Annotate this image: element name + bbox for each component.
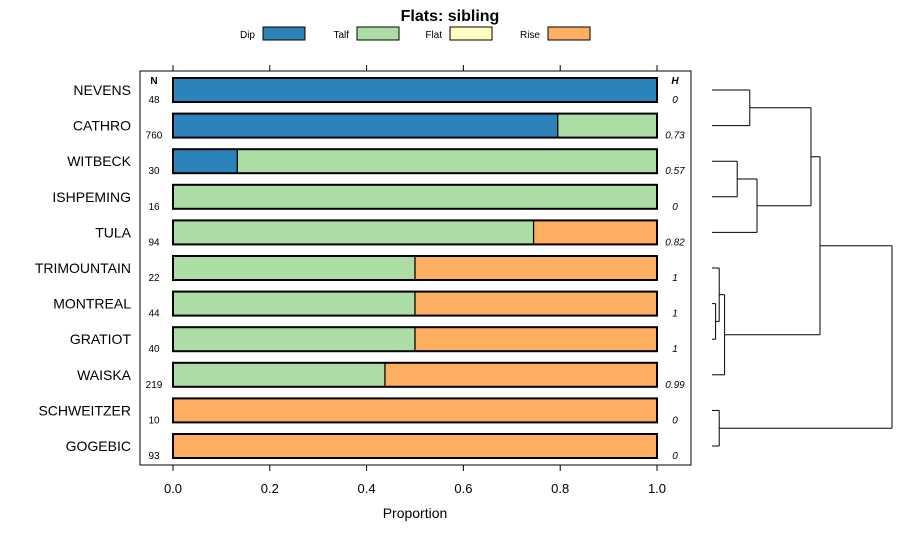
bar-ishpeming-talf <box>172 184 658 210</box>
h-value-montreal: 1 <box>672 309 678 320</box>
category-label-tula: TULA <box>95 224 131 240</box>
category-label-cathro: CATHRO <box>73 118 131 134</box>
n-value-schweitzer: 10 <box>148 415 160 426</box>
bar-cathro-talf <box>557 112 658 139</box>
plot-frame <box>139 70 692 466</box>
bar-trimountain-rise <box>414 255 658 281</box>
category-label-witbeck: WITBECK <box>67 153 131 169</box>
category-label-montreal: MONTREAL <box>53 296 131 312</box>
legend-swatch-rise <box>547 26 591 41</box>
bar-cathro-dip <box>172 112 559 139</box>
bar-trimountain-talf <box>172 255 416 281</box>
n-value-witbeck: 30 <box>148 166 160 177</box>
h-value-ishpeming: 0 <box>672 202 678 213</box>
n-header: N <box>150 76 157 87</box>
bar-nevens-dip <box>172 77 658 103</box>
legend-label-flat: Flat <box>425 30 442 41</box>
n-value-montreal: 44 <box>148 309 160 320</box>
category-label-trimountain: TRIMOUNTAIN <box>35 260 131 276</box>
x-tick-label: 0.2 <box>261 481 279 496</box>
category-label-gratiot: GRATIOT <box>70 331 132 347</box>
legend-label-rise: Rise <box>520 30 540 41</box>
x-axis-title: Proportion <box>383 505 448 521</box>
bar-outline-cathro <box>172 112 658 139</box>
h-value-cathro: 0.73 <box>665 131 685 142</box>
category-label-waiska: WAISKA <box>77 367 132 383</box>
bar-outline-witbeck <box>172 148 658 175</box>
n-value-gogebic: 93 <box>148 451 160 462</box>
bar-gogebic-rise <box>172 433 658 459</box>
bar-outline-nevens <box>172 77 658 103</box>
n-value-nevens: 48 <box>148 95 160 106</box>
h-value-gratiot: 1 <box>672 344 678 355</box>
n-value-tula: 94 <box>148 237 160 248</box>
n-value-trimountain: 22 <box>148 273 160 284</box>
bar-montreal-rise <box>414 291 658 317</box>
legend: Dip Talf Flat Rise <box>240 26 591 41</box>
n-value-gratiot: 40 <box>148 344 160 355</box>
bar-witbeck-talf <box>236 148 658 174</box>
legend-swatch-flat <box>449 26 493 41</box>
x-tick-label: 1.0 <box>648 481 666 496</box>
x-tick-label: 0.6 <box>454 481 472 496</box>
x-tick-label: 0.4 <box>358 481 376 496</box>
bar-gratiot-talf <box>172 326 416 352</box>
bar-witbeck-dip <box>172 148 238 174</box>
bar-schweitzer-rise <box>172 397 658 423</box>
x-axis: 0.0 0.2 0.4 0.6 0.8 1.0 <box>164 65 666 496</box>
bar-outline-waiska <box>172 361 658 388</box>
h-value-gogebic: 0 <box>672 451 678 462</box>
bar-outline-tula <box>172 219 658 246</box>
category-label-ishpeming: ISHPEMING <box>52 189 131 205</box>
category-label-nevens: NEVENS <box>73 82 131 98</box>
n-value-ishpeming: 16 <box>148 202 160 213</box>
n-value-cathro: 760 <box>146 131 163 142</box>
dendrogram <box>712 89 893 447</box>
bar-outline-gratiot <box>172 326 658 353</box>
bar-outline-montreal <box>172 290 658 317</box>
bars: NEVENS 48 0 CATHRO 760 0.73 WITBECK 30 0.57 ISHPE… <box>35 77 685 462</box>
h-value-trimountain: 1 <box>672 273 678 284</box>
bar-outline-trimountain <box>172 255 658 281</box>
h-header: H <box>671 76 679 87</box>
bar-gratiot-rise <box>414 326 658 352</box>
legend-label-dip: Dip <box>240 30 255 41</box>
legend-swatch-dip <box>262 26 306 41</box>
bar-tula-talf <box>172 219 535 245</box>
x-tick-label: 0.0 <box>164 481 182 496</box>
bar-waiska-talf <box>172 362 386 388</box>
bar-outline-ishpeming <box>172 183 658 210</box>
legend-label-talf: Talf <box>333 30 349 41</box>
chart-title: Flats: sibling <box>401 8 500 25</box>
legend-swatch-talf <box>356 26 400 41</box>
bar-waiska-rise <box>384 362 658 388</box>
bar-montreal-talf <box>172 291 416 317</box>
n-value-waiska: 219 <box>146 380 163 391</box>
category-label-schweitzer: SCHWEITZER <box>38 402 131 418</box>
h-value-waiska: 0.99 <box>665 380 685 391</box>
category-label-gogebic: GOGEBIC <box>66 438 131 454</box>
bar-outline-gogebic <box>172 433 658 459</box>
h-value-witbeck: 0.57 <box>665 166 685 177</box>
bar-outline-schweitzer <box>172 397 658 424</box>
x-tick-label: 0.8 <box>551 481 569 496</box>
h-value-nevens: 0 <box>672 95 678 106</box>
h-value-tula: 0.82 <box>665 237 685 248</box>
h-value-schweitzer: 0 <box>672 415 678 426</box>
bar-tula-rise <box>532 219 658 245</box>
